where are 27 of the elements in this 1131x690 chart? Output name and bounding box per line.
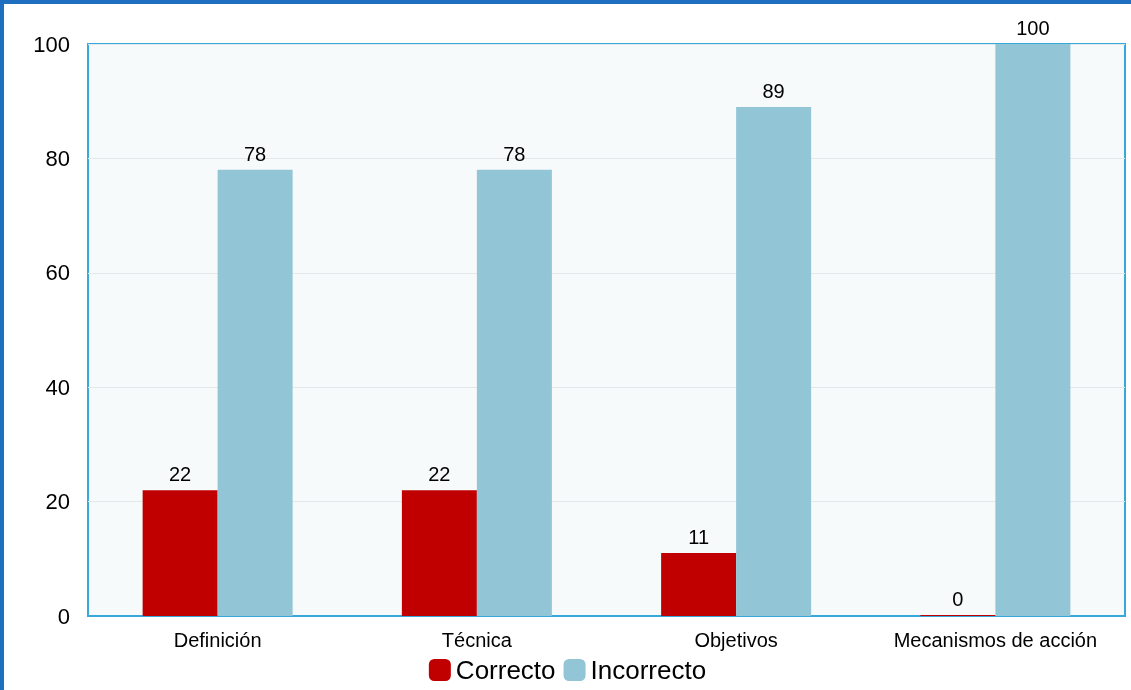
data-label: 11 bbox=[688, 526, 710, 549]
y-tick-label: 80 bbox=[45, 145, 70, 171]
y-tick-label: 40 bbox=[45, 374, 70, 400]
x-tick-label: Definición bbox=[173, 629, 262, 651]
bar bbox=[995, 44, 1071, 616]
bar bbox=[217, 169, 293, 616]
bar bbox=[401, 490, 477, 616]
legend-label: Incorrecto bbox=[590, 655, 707, 685]
data-label: 22 bbox=[169, 463, 192, 486]
data-label: 0 bbox=[952, 588, 964, 610]
bar bbox=[736, 106, 812, 616]
bar bbox=[142, 490, 218, 616]
legend-label: Correcto bbox=[455, 655, 556, 685]
y-tick-label: 20 bbox=[45, 489, 70, 515]
data-label: 78 bbox=[244, 142, 267, 165]
y-tick-label: 0 bbox=[57, 603, 70, 629]
bar bbox=[661, 553, 737, 616]
y-tick-label: 100 bbox=[33, 31, 70, 57]
y-tick-label: 60 bbox=[45, 260, 70, 286]
x-tick-label: Objetivos bbox=[694, 629, 778, 651]
data-label: 78 bbox=[503, 142, 526, 165]
x-tick-label: Mecanismos de acción bbox=[893, 629, 1098, 651]
x-tick-label: Técnica bbox=[441, 629, 513, 651]
data-label: 89 bbox=[762, 79, 785, 102]
data-label: 22 bbox=[428, 463, 451, 486]
bar bbox=[476, 169, 552, 616]
data-label: 100 bbox=[1016, 17, 1050, 39]
